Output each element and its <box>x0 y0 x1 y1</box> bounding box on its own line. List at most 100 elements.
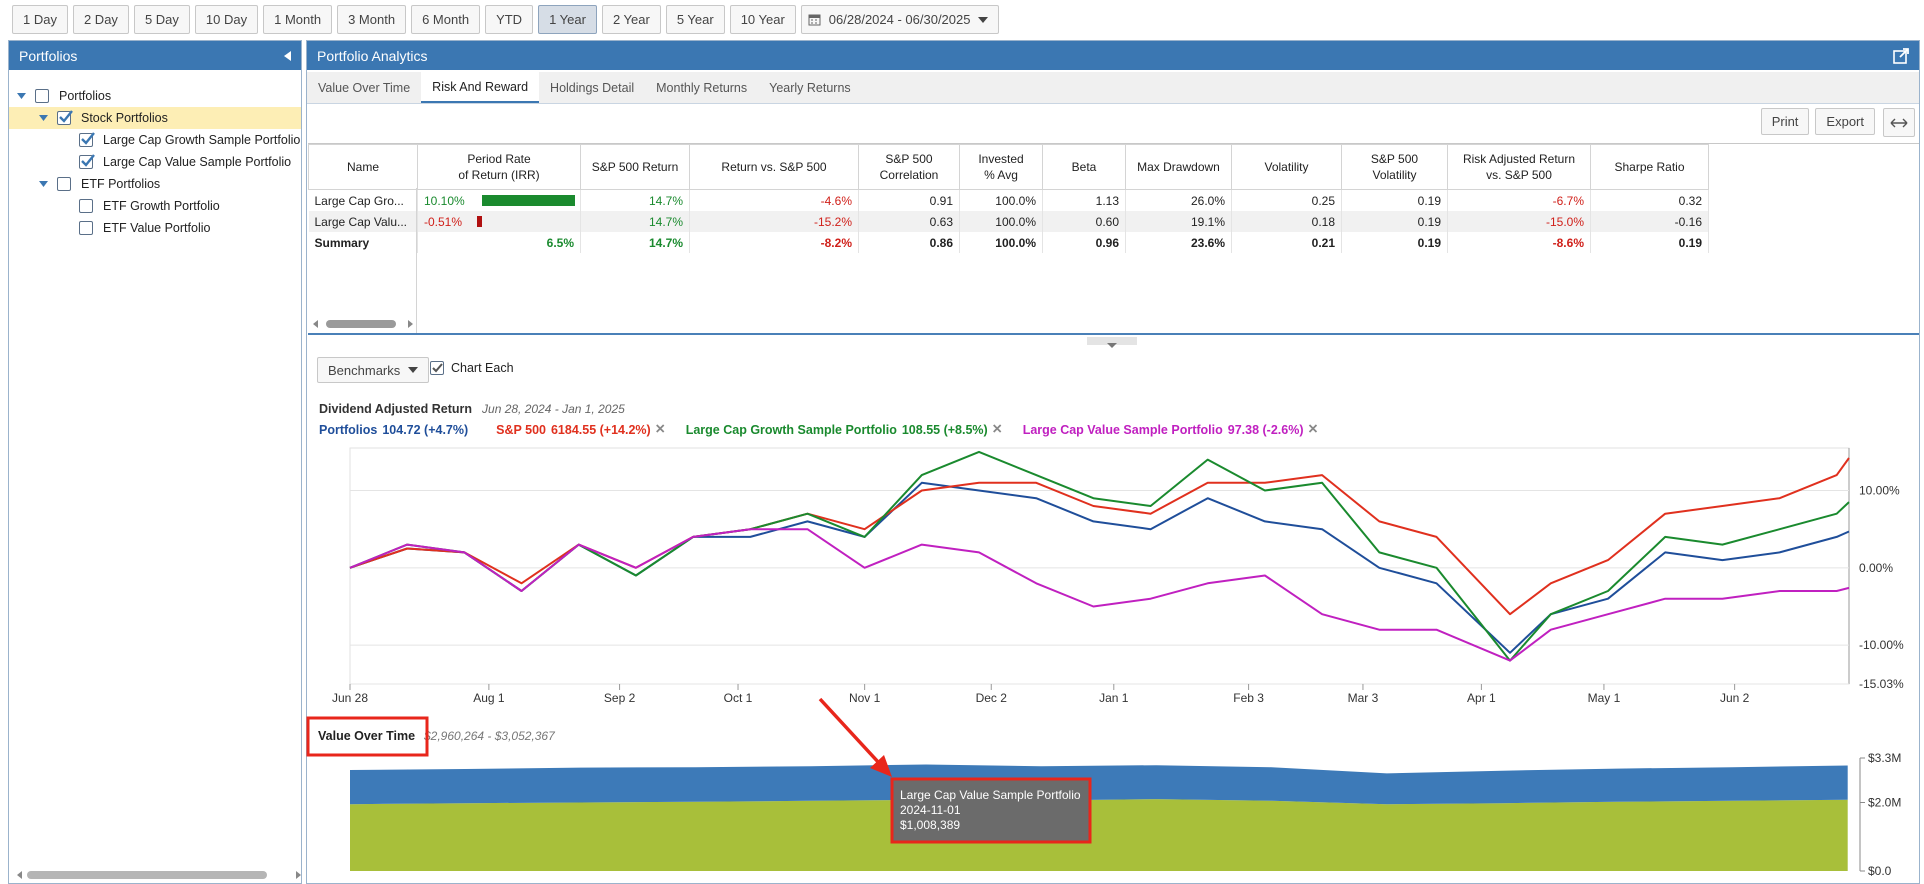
splitter[interactable] <box>1087 337 1137 348</box>
sidebar-header: Portfolios <box>9 41 301 70</box>
date-range: 06/28/2024 - 06/30/2025 <box>828 12 971 27</box>
cell: 6.5% <box>417 232 581 253</box>
table-scrollbar[interactable] <box>326 320 396 328</box>
scroll-arrows <box>17 871 301 879</box>
tree-node[interactable]: Portfolios <box>9 85 301 107</box>
column-header[interactable]: Name <box>308 144 418 190</box>
checkbox[interactable] <box>57 177 71 191</box>
cell: Summary <box>308 232 418 253</box>
column-divider <box>416 188 417 333</box>
header-row: Name Period Rate of Return (IRR) S&P 500 R… <box>308 144 1709 190</box>
scroll-arrows <box>313 320 413 328</box>
cell: 100.0% <box>959 211 1043 232</box>
analytics-panel: Portfolio Analytics Value Over Time Risk … <box>306 40 1920 884</box>
column-header[interactable]: Risk Adjusted Return vs. S&P 500 <box>1447 144 1591 190</box>
range-button[interactable]: 6 Month <box>411 5 481 34</box>
range-button[interactable]: 5 Year <box>665 5 725 34</box>
tree-node[interactable]: Large Cap Value Sample Portfolio <box>9 151 301 173</box>
range-button[interactable]: YTD <box>485 5 534 34</box>
checkbox[interactable] <box>57 110 73 125</box>
cell: 14.7% <box>580 211 690 232</box>
range-button[interactable]: 2 Year <box>601 5 661 34</box>
cell: 0.91 <box>858 189 960 211</box>
panel-button[interactable]: Print <box>1760 108 1810 135</box>
tree-label: ETF Portfolios <box>81 177 161 191</box>
cell: 0.19 <box>1341 189 1448 211</box>
column-header[interactable]: Invested % Avg <box>959 144 1043 190</box>
tree-node[interactable]: ETF Portfolios <box>9 173 301 195</box>
benchmarks-dropdown[interactable]: Benchmarks <box>317 357 430 383</box>
collapse-icon[interactable] <box>283 50 291 61</box>
column-header[interactable]: S&P 500 Correlation <box>858 144 960 190</box>
metrics-table: Name Period Rate of Return (IRR) S&P 500 R… <box>308 144 1709 253</box>
cell: 0.25 <box>1231 189 1342 211</box>
scrollbar[interactable] <box>27 871 267 879</box>
cell: 100.0% <box>959 232 1043 253</box>
cell: 23.6% <box>1125 232 1232 253</box>
chart-each[interactable]: Chart Each <box>430 361 514 375</box>
range-button[interactable]: 1 Day <box>12 5 68 34</box>
cell: 14.7% <box>580 189 690 211</box>
cell: 0.19 <box>1341 232 1448 253</box>
column-header[interactable]: Sharpe Ratio <box>1590 144 1709 190</box>
cell: 0.60 <box>1042 211 1126 232</box>
cell: 100.0% <box>959 189 1043 211</box>
cell-text: 10.10% <box>424 193 465 208</box>
cell: Large Cap Valu... <box>308 211 418 232</box>
panel-buttons: Print Export <box>1760 108 1875 135</box>
tree-node[interactable]: Stock Portfolios <box>9 107 301 129</box>
range-button[interactable]: 5 Day <box>133 5 190 34</box>
panel-title: Portfolio Analytics <box>317 47 428 64</box>
checkbox[interactable] <box>79 154 95 169</box>
cell: -6.7% <box>1447 189 1591 211</box>
range-button[interactable]: 1 Year <box>538 5 597 34</box>
tree-node[interactable]: ETF Growth Portfolio <box>9 195 301 217</box>
cell: 10.10% <box>417 189 581 211</box>
sidebar-title: Portfolios <box>19 47 78 64</box>
cell: 0.19 <box>1590 232 1709 253</box>
column-header[interactable]: Volatility <box>1231 144 1342 190</box>
summary-row: Summary 6.5% 14.7% -8.2% 0.86 100.0% 0.96 23.6%… <box>308 232 1709 253</box>
checkbox[interactable] <box>79 132 95 147</box>
cell: -8.2% <box>689 232 859 253</box>
date-range-picker[interactable]: 06/28/2024 - 06/30/2025 <box>800 5 1000 34</box>
tree-node[interactable]: ETF Value Portfolio <box>9 217 301 239</box>
range-button[interactable]: 1 Month <box>263 5 333 34</box>
tab[interactable]: Risk And Reward <box>421 72 540 103</box>
tab[interactable]: Yearly Returns <box>769 80 851 95</box>
tree-label: Large Cap Value Sample Portfolio <box>103 155 292 169</box>
irr-bar <box>482 195 575 206</box>
checkbox[interactable] <box>79 221 93 235</box>
tab[interactable]: Holdings Detail <box>550 80 635 95</box>
cell: 0.19 <box>1341 211 1448 232</box>
range-button[interactable]: 10 Year <box>729 5 796 34</box>
cell: -15.2% <box>689 211 859 232</box>
tab[interactable]: Value Over Time <box>318 80 411 95</box>
tab[interactable]: Monthly Returns <box>656 80 748 95</box>
range-button[interactable]: 3 Month <box>337 5 407 34</box>
resize-button[interactable] <box>1883 108 1915 137</box>
column-header[interactable]: Beta <box>1042 144 1126 190</box>
irr-bar <box>477 216 482 227</box>
popout-icon[interactable] <box>1893 47 1909 64</box>
column-header[interactable]: Return vs. S&P 500 <box>689 144 859 190</box>
column-header[interactable]: S&P 500 Return <box>580 144 690 190</box>
cell-text: -0.51% <box>424 214 463 229</box>
column-header[interactable]: Period Rate of Return (IRR) <box>417 144 581 190</box>
cell: -8.6% <box>1447 232 1591 253</box>
cell: 19.1% <box>1125 211 1232 232</box>
cell: -4.6% <box>689 189 859 211</box>
tree-label: ETF Value Portfolio <box>103 221 211 235</box>
column-header[interactable]: S&P 500 Volatility <box>1341 144 1448 190</box>
cell: -0.51% <box>417 211 581 232</box>
benchmarks-label: Benchmarks <box>328 362 401 378</box>
tree-node[interactable]: Large Cap Growth Sample Portfolio <box>9 129 301 151</box>
panel-button[interactable]: Export <box>1815 108 1875 135</box>
tree-label: Portfolios <box>59 89 112 103</box>
range-button[interactable]: 10 Day <box>194 5 259 34</box>
checkbox[interactable] <box>79 199 93 213</box>
cell: 26.0% <box>1125 189 1232 211</box>
checkbox[interactable] <box>35 89 49 103</box>
range-button[interactable]: 2 Day <box>72 5 129 34</box>
column-header[interactable]: Max Drawdown <box>1125 144 1232 190</box>
